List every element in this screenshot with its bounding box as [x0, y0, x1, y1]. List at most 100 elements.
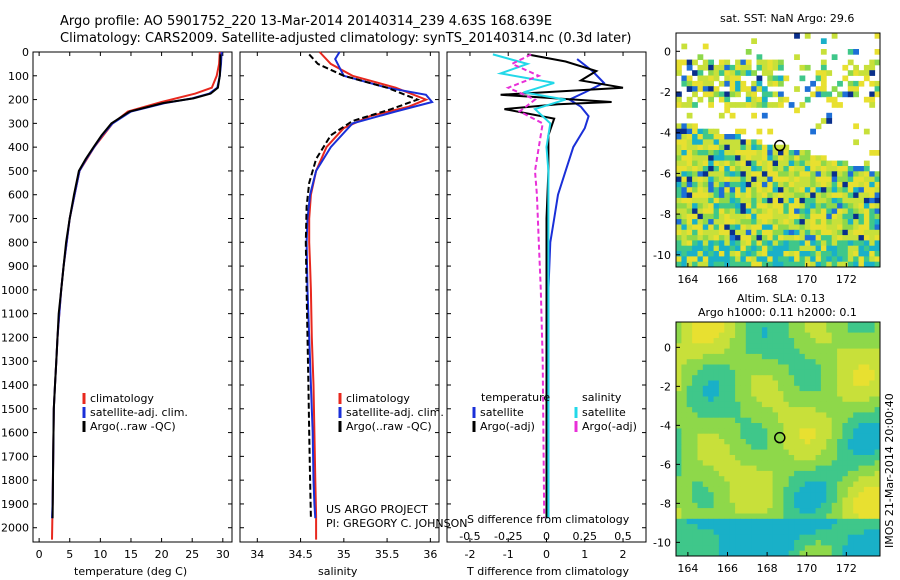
sst_map-cell — [874, 171, 881, 177]
sla_map-cell — [788, 401, 795, 408]
sst_map-cell — [713, 86, 720, 92]
sst_map-cell — [745, 245, 752, 252]
sla_map-cell — [799, 423, 806, 429]
sla_map-cell — [863, 497, 870, 504]
timestamp-stamp: IMOS 21-Mar-2014 20:00:40 — [883, 393, 896, 548]
sst_map-cell — [772, 59, 779, 66]
difference-top-tick-label: -0.25 — [494, 530, 522, 543]
difference-xtick-label: 1 — [581, 548, 588, 561]
sst_map-cell — [788, 171, 795, 177]
sla_map-cell — [783, 518, 790, 525]
sst_map-cell — [778, 80, 784, 87]
sla_map-cell — [751, 540, 757, 546]
sla_map-cell — [735, 439, 741, 445]
sst_map-cell — [756, 96, 763, 103]
sla_map-cell — [767, 455, 774, 461]
sst_map-cell — [820, 70, 827, 76]
sst_map-cell — [729, 150, 736, 156]
sla_map-cell — [772, 375, 779, 381]
sla_map-cell — [697, 550, 704, 557]
sla_map-cell — [772, 486, 779, 493]
sst_map-cell — [842, 187, 849, 193]
sla_map-cell — [729, 508, 736, 514]
sst_map-cell — [729, 181, 736, 188]
sla_map-cell — [783, 428, 790, 435]
sla_map-cell — [686, 486, 693, 493]
sla_map-cell — [799, 433, 806, 440]
sla_map-cell — [692, 455, 698, 461]
sst_map-cell — [874, 256, 881, 263]
sla_map-cell — [735, 481, 741, 488]
sla_map-cell — [735, 380, 741, 387]
sst_map-cell — [686, 213, 693, 220]
sst_map-cell — [676, 144, 682, 151]
sst_map-cell — [686, 240, 693, 247]
depth-tick-label: 1500 — [1, 403, 29, 416]
sla_map-cell — [676, 327, 682, 333]
sst_map-cell — [724, 59, 731, 66]
salinity-xlabel: salinity — [318, 565, 358, 578]
sst_map-cell — [826, 219, 833, 225]
sst_map-cell — [869, 213, 876, 220]
sst_map-cell — [676, 235, 682, 241]
sla_map-cell — [681, 513, 688, 520]
sla_map-cell — [692, 332, 698, 339]
sla_map-cell — [772, 359, 779, 365]
sst_map-cell — [874, 150, 881, 156]
sla_map-cell — [874, 449, 881, 456]
sla_map-cell — [686, 476, 693, 482]
sst_map-cell — [842, 166, 849, 172]
sla_map-cell — [869, 545, 876, 552]
sla_map-cell — [874, 518, 881, 525]
sla_map-cell — [842, 348, 849, 355]
sst_map-cell — [761, 208, 768, 215]
sla_map-cell — [756, 465, 763, 472]
sla_map-cell — [847, 529, 854, 536]
sla_map-cell — [708, 444, 714, 450]
temperature-xtick-label: 25 — [185, 548, 199, 561]
sla_map-cell — [713, 476, 720, 482]
sla_map-cell — [702, 476, 709, 482]
sla_map-cell — [847, 353, 854, 360]
sst_map-cell — [708, 59, 714, 66]
sst_map-cell — [783, 203, 790, 209]
sst_map-cell — [686, 219, 693, 225]
sla_map-cell — [724, 332, 731, 339]
sla_map-cell — [702, 327, 709, 333]
sla_map-cell — [718, 332, 725, 339]
sla_map-cell — [804, 449, 811, 456]
sla_map-cell — [767, 529, 774, 536]
sla_map-cell — [863, 518, 870, 525]
sla_map-cell — [799, 407, 806, 413]
sst_map-cell — [756, 251, 763, 257]
sst_map-cell — [718, 64, 725, 71]
sla_map-cell — [853, 550, 859, 557]
sla_map-cell — [767, 513, 774, 520]
sla_map-cell — [697, 385, 704, 392]
sst_map-cell — [820, 91, 827, 98]
sla_map-cell — [874, 529, 881, 536]
sla_map-cell — [676, 433, 682, 440]
sst_map-cell — [697, 197, 704, 204]
sla_map-cell — [676, 375, 682, 381]
sla_map-cell — [724, 545, 731, 552]
sla_map-cell — [842, 433, 849, 440]
temperature-xtick-label: 30 — [216, 548, 230, 561]
sla_map-cell — [745, 412, 752, 419]
sst_map-xtick-label: 172 — [836, 273, 857, 286]
sla_map-cell — [686, 385, 693, 392]
sst_map-cell — [692, 59, 698, 66]
sst_map-cell — [718, 187, 725, 193]
sst_map-cell — [772, 171, 779, 177]
sla_map-cell — [708, 332, 714, 339]
sst_map-cell — [863, 96, 870, 103]
sla_map-cell — [847, 359, 854, 365]
sst_map-cell — [740, 203, 747, 209]
sst_map-cell — [751, 229, 757, 236]
sst_map-cell — [708, 86, 714, 92]
sla_map-cell — [788, 428, 795, 435]
sst_map-cell — [847, 166, 854, 172]
sst_map-cell — [729, 80, 736, 87]
sla_map-cell — [826, 364, 833, 371]
sla_map-cell — [831, 524, 838, 530]
